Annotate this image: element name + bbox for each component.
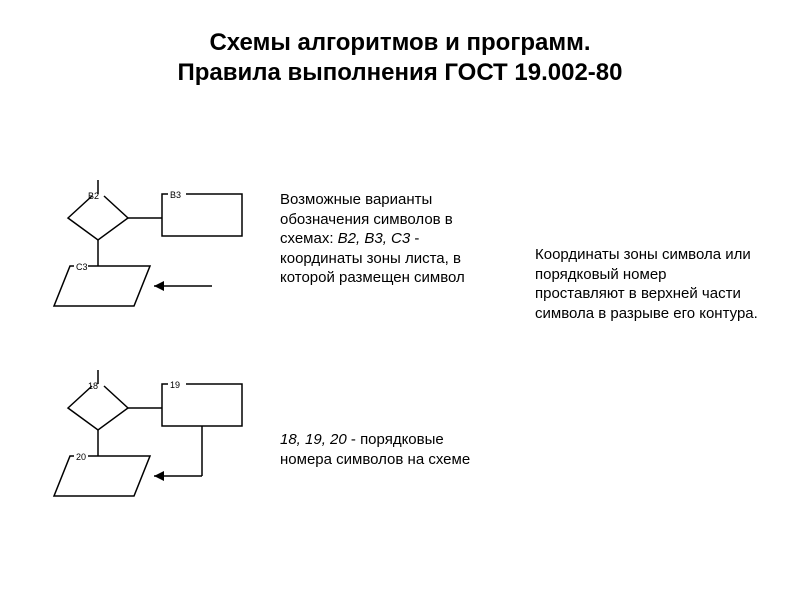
- title-line-1: Схемы алгоритмов и программ.: [209, 29, 590, 56]
- diamond-label-2: 18: [88, 381, 98, 391]
- rect-label-1: В3: [170, 190, 181, 200]
- block-b-emph: 18, 19, 20: [280, 431, 347, 448]
- text-block-c: Координаты зоны символа или порядковый н…: [535, 245, 760, 323]
- para-label-2: 20: [76, 452, 86, 462]
- rect-label-2: 19: [170, 380, 180, 390]
- text-block-a: Возможные варианты обозначения символов …: [280, 190, 500, 288]
- diagram-top: В2 В3 С3: [42, 180, 252, 320]
- para-label-1: С3: [76, 262, 88, 272]
- text-block-b: 18, 19, 20 - порядковые номера символов …: [280, 430, 490, 469]
- block-a-emph: В2, В3, С3: [338, 230, 411, 247]
- block-c-text: Координаты зоны символа или порядковый н…: [535, 246, 758, 322]
- title-line-2: Правила выполнения ГОСТ 19.002-80: [178, 59, 623, 86]
- slide-root: Схемы алгоритмов и программ. Правила вып…: [0, 0, 800, 600]
- diamond-label-1: В2: [88, 191, 99, 201]
- diagram-bottom: 18 19 20: [42, 370, 252, 510]
- slide-title: Схемы алгоритмов и программ. Правила вып…: [0, 28, 800, 88]
